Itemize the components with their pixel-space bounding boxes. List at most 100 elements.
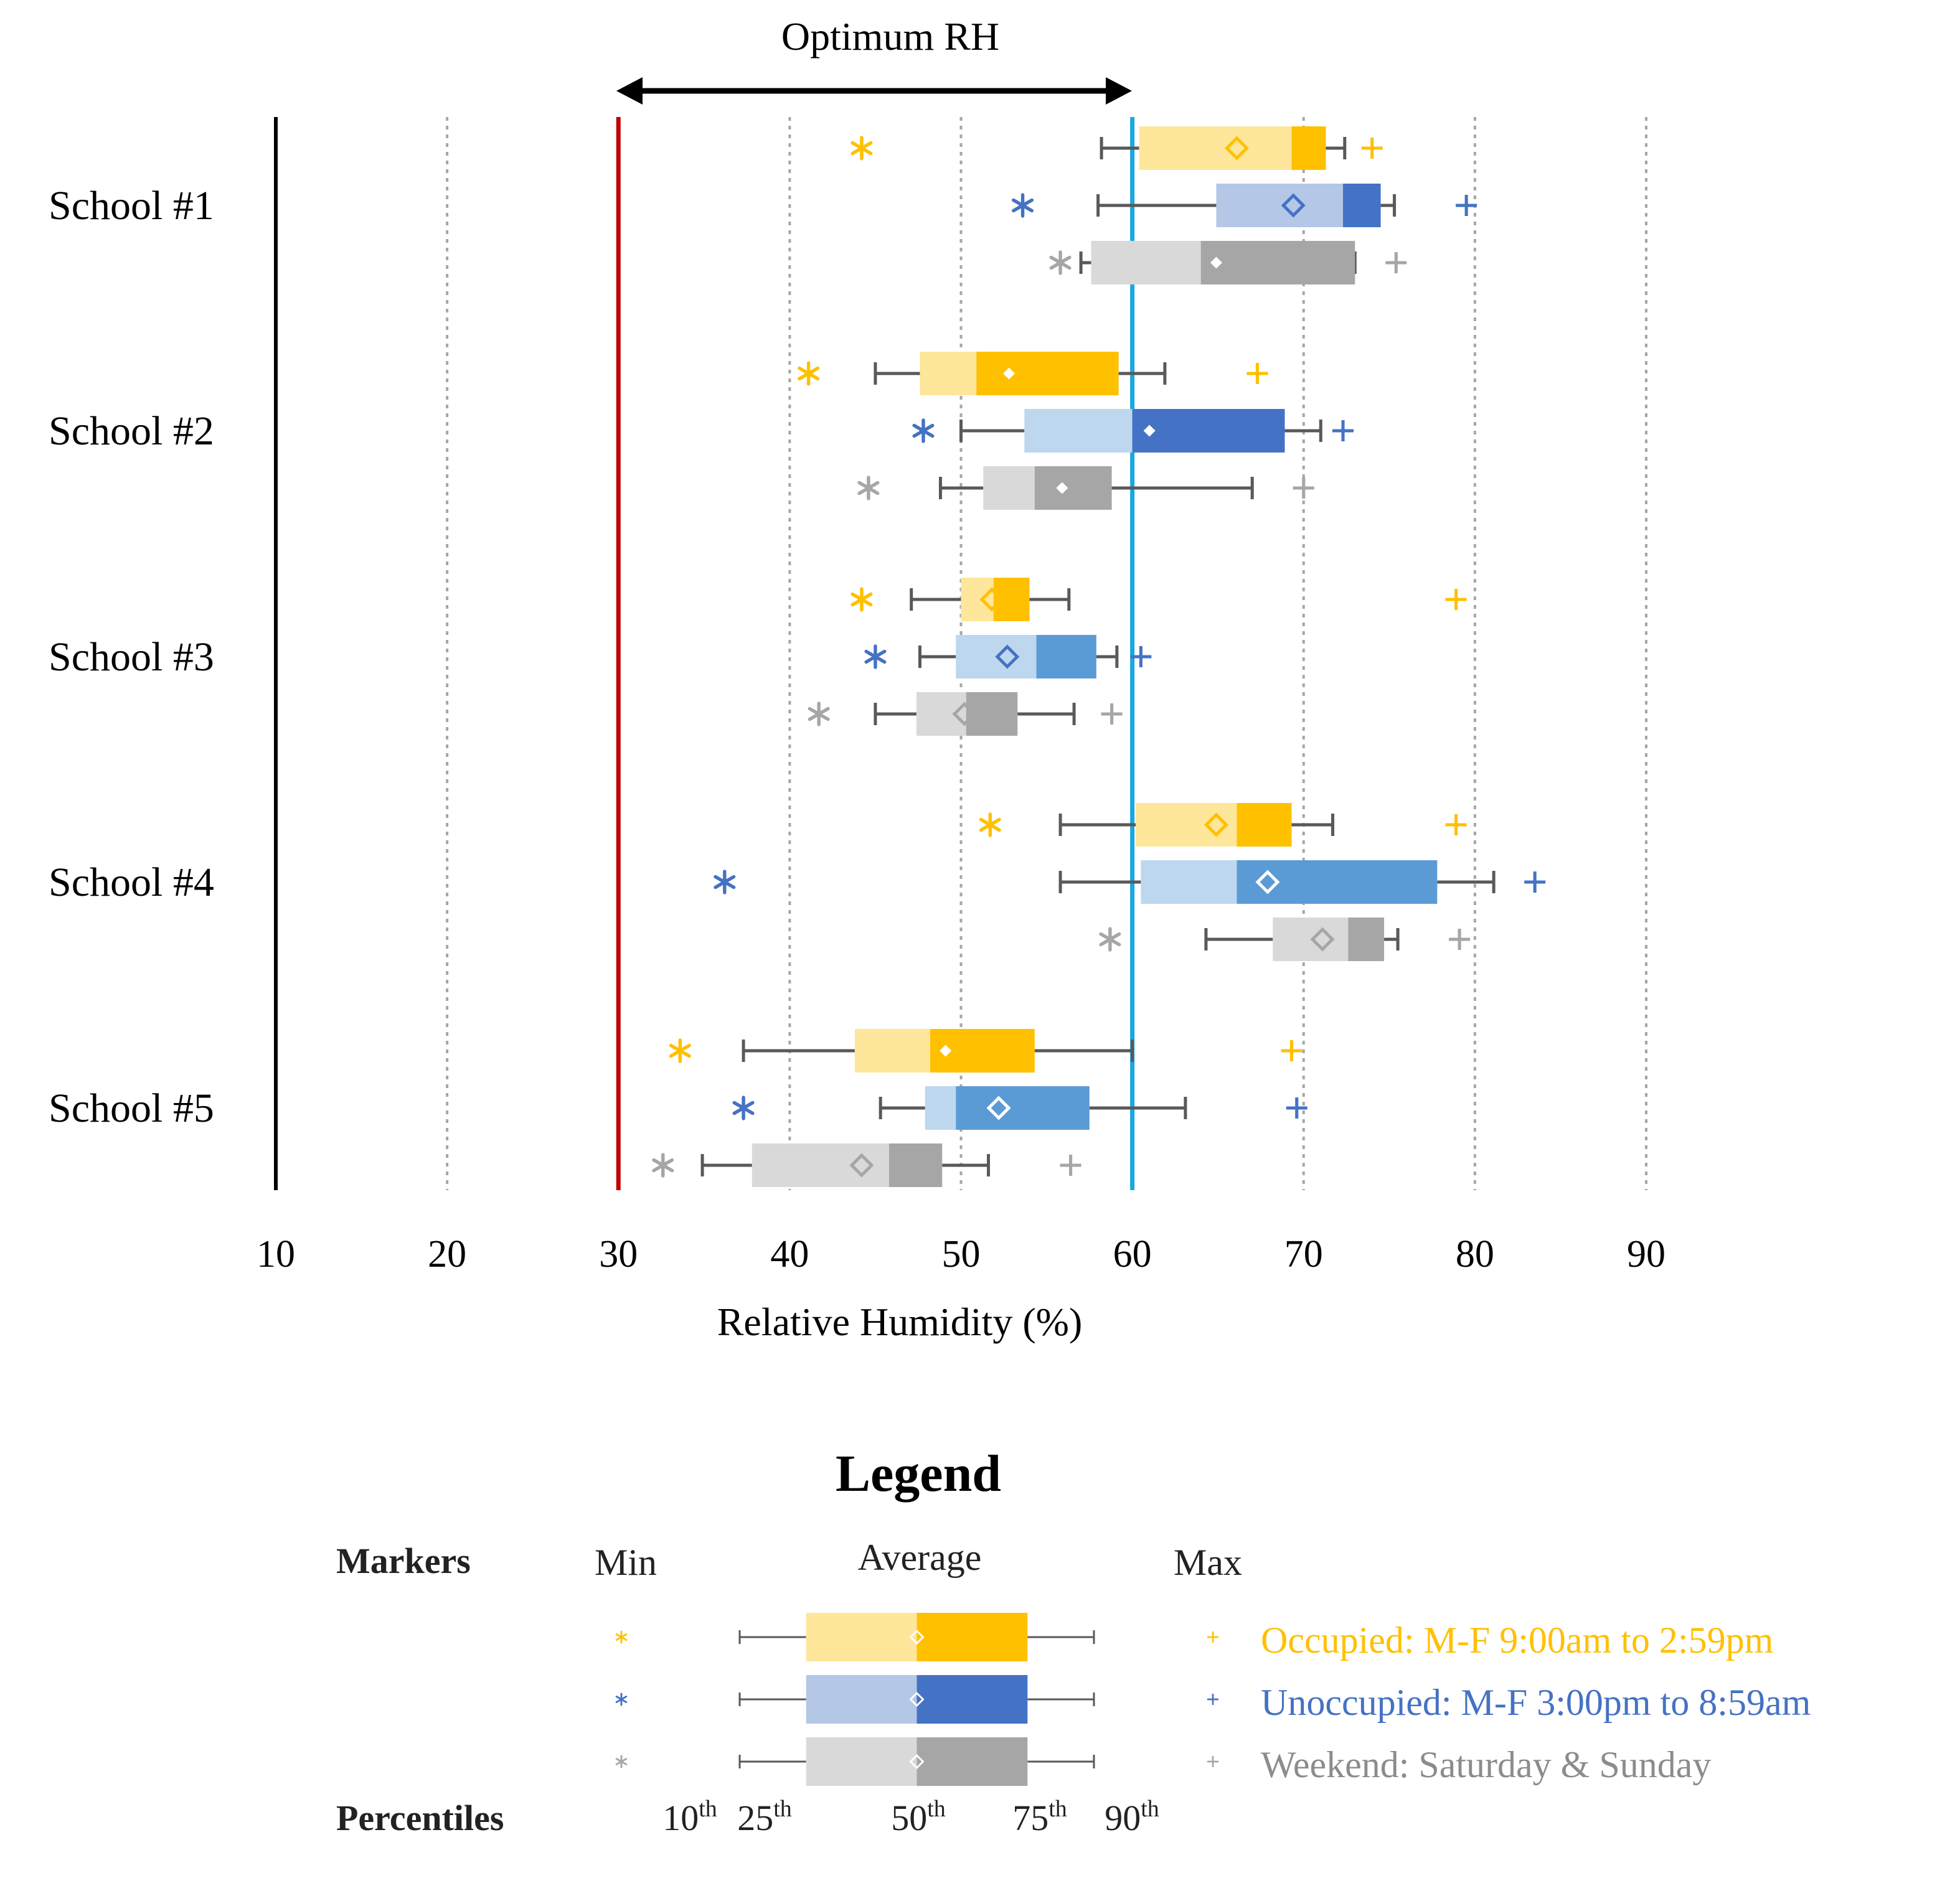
school3-s2-box-upper bbox=[1036, 635, 1096, 678]
school5-s3-box-upper bbox=[888, 1143, 943, 1187]
percentile-number: 25 bbox=[737, 1798, 773, 1838]
school2-s2-min-marker-stroke-2 bbox=[912, 423, 935, 438]
legend: Legend Markers Min Average Max Occupied:… bbox=[336, 1445, 1811, 1838]
legend-s2-avg-diamond bbox=[909, 1691, 925, 1707]
legend-markers-heading: Markers bbox=[336, 1541, 471, 1581]
legend-row-2: Unoccupied: M-F 3:00pm to 8:59am bbox=[615, 1675, 1811, 1724]
x-tick-label-80: 80 bbox=[1456, 1233, 1494, 1275]
school3-s1-min-marker bbox=[850, 587, 873, 612]
school1-s2-avg-diamond bbox=[1281, 193, 1306, 218]
legend-min-marker-1 bbox=[615, 1630, 628, 1644]
school3-s3-avg-diamond bbox=[952, 702, 977, 726]
percentile-number: 10 bbox=[662, 1798, 699, 1838]
school1-s2-min-marker bbox=[1012, 193, 1034, 218]
school4-s2-min-marker bbox=[714, 870, 736, 894]
legend-rows: Occupied: M-F 9:00am to 2:59pm Unoccupied… bbox=[615, 1613, 1811, 1786]
school1-s2-box-upper bbox=[1343, 184, 1381, 227]
school1-s3-box-upper bbox=[1200, 241, 1355, 284]
x-tick-label-50: 50 bbox=[942, 1233, 981, 1275]
box-school4-series3 bbox=[1099, 918, 1471, 961]
school2-s2-min-marker bbox=[912, 418, 935, 443]
legend-percentile-labels: 10th 25th 50th 75th 90th bbox=[662, 1796, 1159, 1838]
school4-s1-min-marker bbox=[979, 812, 1001, 837]
category-labels: School #1 School #2 School #3 School #4 Scho… bbox=[49, 183, 214, 1131]
school3-s3-box-lower bbox=[916, 692, 966, 736]
reference-lines bbox=[616, 117, 1135, 1190]
school2-s1-box-lower bbox=[920, 352, 977, 395]
category-label-3: School #3 bbox=[49, 634, 214, 680]
school3-s1-box-lower bbox=[961, 578, 994, 621]
legend-max-marker-2 bbox=[1207, 1694, 1218, 1705]
school2-s3-box-upper bbox=[1034, 466, 1112, 510]
school5-s2-avg-diamond bbox=[986, 1096, 1011, 1120]
x-tick-labels: 10 20 30 40 50 60 70 80 90 bbox=[257, 1233, 1666, 1275]
legend-max-label: Max bbox=[1174, 1542, 1242, 1583]
box-school4-series1 bbox=[979, 803, 1467, 847]
legend-min-marker-2-stroke-2 bbox=[615, 1696, 628, 1703]
school3-s2-max-marker bbox=[1130, 646, 1152, 667]
school1-s2-box-lower bbox=[1216, 184, 1344, 227]
box-school4-series2 bbox=[714, 860, 1546, 904]
x-axis-title: Relative Humidity (%) bbox=[717, 1300, 1083, 1344]
box-school1-series2 bbox=[1012, 184, 1477, 227]
legend-title: Legend bbox=[836, 1445, 1001, 1503]
school5-s1-min-marker bbox=[669, 1038, 691, 1063]
box-school1-series3 bbox=[1049, 241, 1407, 284]
optimum-rh-arrow-right-head bbox=[1106, 77, 1132, 105]
percentile-suffix: th bbox=[773, 1796, 792, 1822]
legend-min-marker-2 bbox=[615, 1693, 628, 1706]
box-school2-series1 bbox=[798, 352, 1268, 395]
x-tick-label-40: 40 bbox=[770, 1233, 809, 1275]
legend-min-marker-1-stroke-2 bbox=[615, 1633, 628, 1641]
school2-s2-box-upper bbox=[1132, 409, 1285, 453]
school2-s1-box-upper bbox=[976, 352, 1119, 395]
school2-s3-box-lower bbox=[983, 466, 1035, 510]
school1-s1-min-marker-stroke-2 bbox=[850, 141, 873, 156]
school3-s3-min-marker bbox=[808, 702, 830, 726]
percentile-label-50: 50th bbox=[891, 1796, 946, 1838]
school5-s3-min-marker-stroke-2 bbox=[652, 1158, 674, 1173]
legend-average-label: Average bbox=[858, 1537, 982, 1578]
school3-s1-box-upper bbox=[993, 578, 1030, 621]
school2-s3-avg-diamond bbox=[1056, 482, 1068, 494]
school2-s3-min-marker-stroke-2 bbox=[857, 481, 880, 495]
school4-s3-box-upper bbox=[1348, 918, 1385, 961]
school1-s1-box-upper bbox=[1291, 126, 1326, 170]
percentile-label-75: 75th bbox=[1012, 1796, 1067, 1838]
box-school2-series3 bbox=[857, 466, 1314, 510]
legend-min-marker-3 bbox=[615, 1755, 628, 1768]
category-label-4: School #4 bbox=[49, 860, 214, 905]
school5-s2-min-marker bbox=[732, 1096, 755, 1120]
percentile-number: 75 bbox=[1012, 1798, 1048, 1838]
category-label-1: School #1 bbox=[49, 183, 214, 228]
x-tick-label-20: 20 bbox=[428, 1233, 466, 1275]
school5-s3-avg-diamond bbox=[849, 1153, 874, 1178]
box-school3-series1 bbox=[850, 578, 1467, 621]
percentile-label-90: 90th bbox=[1105, 1796, 1159, 1838]
x-tick-label-70: 70 bbox=[1284, 1233, 1323, 1275]
school5-s3-min-marker bbox=[652, 1153, 674, 1178]
percentile-suffix: th bbox=[1048, 1796, 1067, 1822]
legend-series-label-3: Weekend: Saturday & Sunday bbox=[1261, 1744, 1711, 1785]
legend-s1-box-lower bbox=[806, 1613, 917, 1661]
school3-s1-min-marker-stroke-2 bbox=[850, 592, 873, 607]
school5-s1-avg-diamond bbox=[940, 1045, 952, 1057]
school5-s2-box-upper bbox=[956, 1086, 1090, 1130]
school4-s2-box-upper bbox=[1237, 860, 1438, 904]
school1-s1-box-lower bbox=[1139, 126, 1292, 170]
school1-s3-avg-diamond bbox=[1210, 256, 1222, 269]
school4-s2-box-lower bbox=[1141, 860, 1237, 904]
school2-s1-min-marker-stroke-2 bbox=[798, 366, 820, 381]
legend-max-marker-1 bbox=[1207, 1632, 1218, 1643]
school1-s2-min-marker-stroke-2 bbox=[1012, 198, 1034, 213]
legend-series-label-2: Unoccupied: M-F 3:00pm to 8:59am bbox=[1261, 1682, 1811, 1723]
school4-s2-max-marker bbox=[1524, 871, 1546, 893]
school2-s1-max-marker bbox=[1246, 363, 1268, 384]
school4-s1-box-lower bbox=[1136, 803, 1237, 847]
percentile-suffix: th bbox=[1141, 1796, 1159, 1822]
legend-max-marker-3 bbox=[1207, 1756, 1218, 1767]
school5-s1-max-marker bbox=[1281, 1040, 1303, 1061]
x-tick-label-60: 60 bbox=[1113, 1233, 1152, 1275]
percentile-suffix: th bbox=[927, 1796, 946, 1822]
school2-s1-min-marker bbox=[798, 361, 820, 386]
